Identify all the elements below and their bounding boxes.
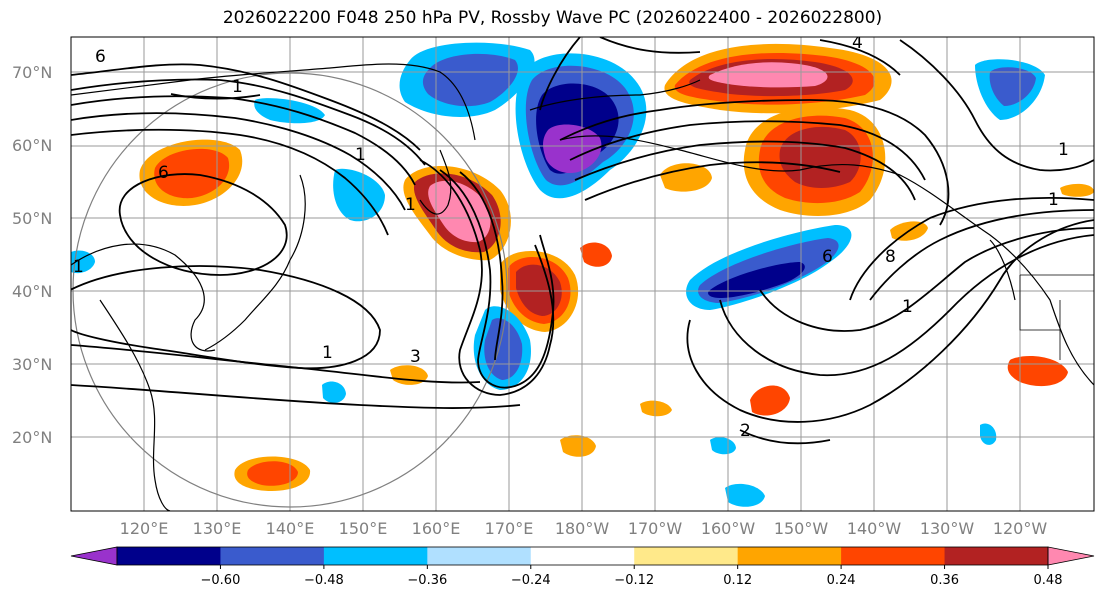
contour-label: 6 — [822, 247, 833, 267]
contour-label: 6 — [158, 163, 169, 183]
lon-label: 180°W — [555, 519, 610, 538]
lat-label: 60°N — [12, 136, 52, 155]
contour-label: 1 — [1048, 190, 1059, 210]
lon-label: 160°W — [701, 519, 756, 538]
colorbar-tick-label: 0.24 — [827, 573, 856, 588]
lon-label: 120°E — [120, 519, 169, 538]
lat-label: 50°N — [12, 209, 52, 228]
pv-contours — [71, 37, 1094, 445]
negative-anomaly-okhotsk — [399, 42, 535, 117]
colorbar-tick-label: −0.36 — [407, 573, 447, 588]
contour-label: 1 — [322, 343, 333, 363]
lat-label: 30°N — [12, 355, 52, 374]
contour-label: 1 — [355, 145, 366, 165]
colorbar-bin — [634, 547, 739, 565]
range-circle — [72, 72, 508, 508]
colorbar-tick-label: −0.48 — [304, 573, 344, 588]
lon-label: 150°E — [339, 519, 388, 538]
positive-anomaly-gulf — [743, 106, 886, 216]
borders — [1019, 274, 1094, 360]
lon-label: 160°E — [412, 519, 461, 538]
positive-anomaly-alaska — [664, 43, 892, 114]
contour-label: 8 — [885, 247, 896, 267]
lon-label: 130°E — [193, 519, 242, 538]
contour-label: 3 — [410, 347, 421, 367]
lon-label: 120°W — [993, 519, 1048, 538]
lon-label: 150°W — [774, 519, 829, 538]
colorbar-bin — [530, 547, 635, 565]
lat-label: 40°N — [12, 282, 52, 301]
contour-label: 4 — [852, 33, 863, 53]
latitude-labels: 70°N 60°N 50°N 40°N 30°N 20°N — [12, 63, 52, 447]
colorbar-tick-label: 0.48 — [1034, 573, 1063, 588]
coastlines — [71, 63, 1094, 511]
contour-label: 2 — [740, 421, 751, 441]
contour-label: 1 — [73, 257, 84, 277]
colorbar-bin — [944, 547, 1049, 565]
contour-label-group: 6 1 6 4 1 1 1 1 3 2 6 8 1 1 1 — [73, 33, 1069, 441]
lat-label: 20°N — [12, 428, 52, 447]
contour-label: 1 — [902, 297, 913, 317]
colorbar-bin — [117, 547, 221, 565]
colorbar-bin — [841, 547, 946, 565]
contour-label: 1 — [405, 195, 416, 215]
colorbar-bin — [737, 547, 842, 565]
colorbar-tick-label: 0.12 — [723, 573, 752, 588]
map-border — [70, 36, 1095, 512]
lon-label: 170°E — [485, 519, 534, 538]
lon-label: 140°W — [847, 519, 902, 538]
colorbar-bin — [323, 547, 428, 565]
colorbar-extend-min — [70, 546, 118, 566]
negative-anomaly-subtropical — [71, 59, 1045, 507]
longitude-labels: 120°E 130°E 140°E 150°E 160°E 170°E 180°… — [120, 519, 1048, 538]
colorbar-tick-label: −0.12 — [614, 573, 654, 588]
lon-label: 130°W — [920, 519, 975, 538]
colorbar-extend-max — [1047, 546, 1095, 566]
negative-anomaly-east-pacific — [686, 225, 852, 310]
colorbar-outline — [116, 546, 1049, 566]
lat-label: 70°N — [12, 63, 52, 82]
contour-label: 1 — [232, 77, 243, 97]
colorbar-tick-label: 0.36 — [930, 573, 959, 588]
colorbar-bin — [220, 547, 325, 565]
lon-label: 170°W — [628, 519, 683, 538]
map-title: 2026022200 F048 250 hPa PV, Rossby Wave … — [222, 8, 883, 28]
graticule — [71, 37, 1094, 511]
colorbar-bin — [427, 547, 532, 565]
lon-label: 140°E — [266, 519, 315, 538]
contour-label: 1 — [1058, 140, 1069, 160]
colorbar: −0.60 −0.48 −0.36 −0.24 −0.12 0.12 0.24 0.36 0.4… — [70, 546, 1095, 588]
colorbar-tick-label: −0.24 — [511, 573, 551, 588]
positive-anomaly-southwest — [234, 163, 1094, 492]
contour-label: 6 — [95, 47, 106, 67]
colorbar-tick-label: −0.60 — [201, 573, 241, 588]
